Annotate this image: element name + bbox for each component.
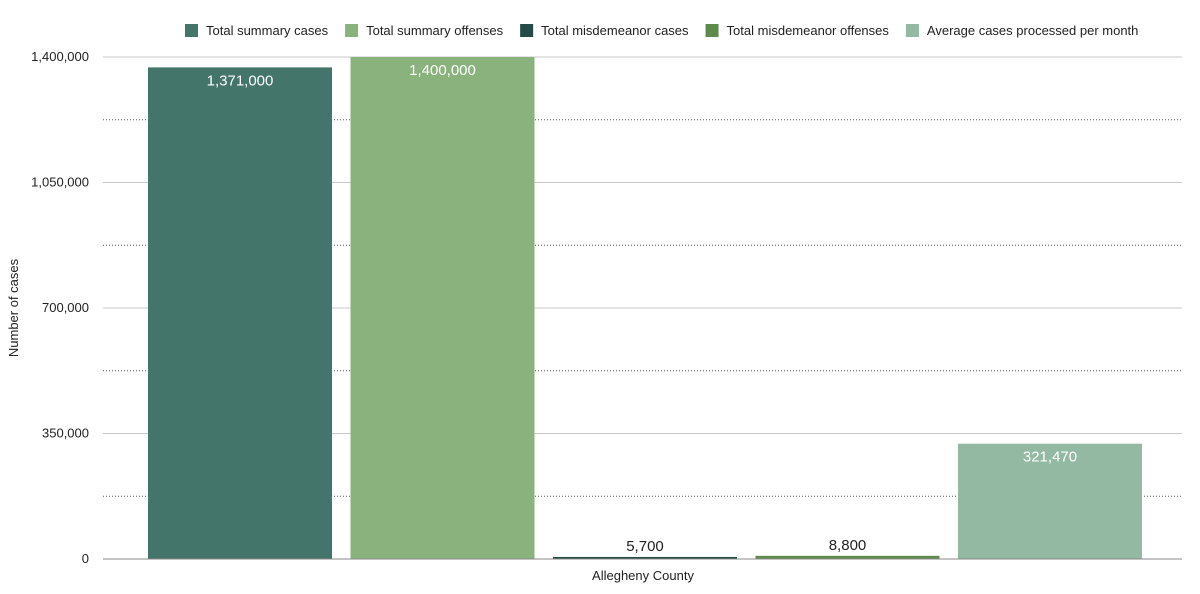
y-tick-label: 350,000 [42, 426, 89, 441]
data-label: 8,800 [829, 537, 867, 554]
legend-label: Total misdemeanor offenses [727, 23, 890, 38]
legend-label: Total summary offenses [366, 23, 504, 38]
legend-swatch [905, 24, 919, 37]
bar [553, 556, 737, 559]
data-label: 5,700 [626, 538, 664, 555]
legend-swatch [185, 24, 198, 37]
data-label: 1,371,000 [207, 72, 274, 89]
y-tick-label: 1,400,000 [31, 49, 89, 64]
y-tick-label: 0 [82, 551, 89, 566]
legend-label: Total summary cases [206, 23, 329, 38]
bar [350, 57, 535, 559]
legend-label: Average cases processed per month [927, 23, 1139, 38]
legend-item: Average cases processed per month [905, 23, 1139, 38]
legend-swatch [705, 24, 719, 37]
legend-label: Total misdemeanor cases [541, 23, 689, 38]
legend-item: Total summary offenses [345, 23, 504, 38]
legend: Total summary cases Total summary offense… [185, 23, 1138, 38]
legend-swatch [520, 24, 534, 37]
data-labels: 1,371,000 1,400,000 5,700 8,800 321,470 [207, 62, 1077, 555]
data-label: 321,470 [1023, 449, 1077, 466]
data-label: 1,400,000 [409, 62, 476, 79]
bar [148, 67, 332, 560]
y-tick-label: 1,050,000 [31, 175, 89, 190]
legend-item: Total misdemeanor cases [520, 23, 689, 38]
bars [148, 57, 1142, 560]
legend-swatch [345, 24, 359, 37]
bar [958, 443, 1142, 559]
y-tick-label: 700,000 [42, 300, 89, 315]
bar [755, 555, 940, 559]
legend-item: Total summary cases [185, 23, 329, 38]
legend-item: Total misdemeanor offenses [705, 23, 890, 38]
x-axis-label: Allegheny County [592, 568, 694, 583]
y-axis-title: Number of cases [6, 258, 21, 357]
y-axis: 0 350,000 700,000 1,050,000 1,400,000 [31, 49, 89, 566]
